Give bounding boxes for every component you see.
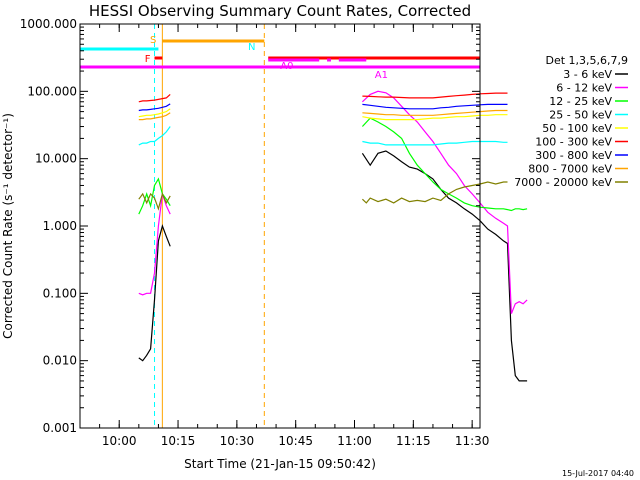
- x-axis: 10:00 10:15 10:30 10:45 11:00 11:15 11:30: [79, 24, 490, 448]
- flag-label-A1: A1: [375, 70, 388, 81]
- series-line-0-0: [138, 224, 171, 362]
- x-tick-label: 11:30: [455, 434, 490, 448]
- legend-entry-0: 3 - 6 keV: [563, 68, 612, 81]
- series-line-7-1: [362, 109, 508, 116]
- series-7: [138, 109, 508, 121]
- legend-entry-6: 300 - 800 keV: [535, 149, 612, 162]
- legend-entry-1: 6 - 12 keV: [556, 82, 612, 95]
- flag-label-N: N: [248, 42, 255, 53]
- y-tick-label: 1.000: [43, 219, 77, 233]
- y-tick-label: 100.000: [27, 84, 77, 98]
- series-line-3-0: [138, 126, 171, 146]
- x-tick-label: 11:15: [396, 434, 431, 448]
- y-axis: 1000.000 100.000 10.000 1.000 0.100 0.010 0.00…: [20, 17, 480, 435]
- series-line-5-1: [362, 92, 508, 99]
- x-tick-label: 10:00: [102, 434, 137, 448]
- y-axis-label: Corrected Count Rate (s⁻¹ detector⁻¹): [1, 113, 15, 339]
- x-tick-label: 10:15: [161, 434, 196, 448]
- series-5: [138, 92, 508, 103]
- chart-title: HESSI Observing Summary Count Rates, Cor…: [89, 2, 471, 20]
- x-axis-label: Start Time (21-Jan-15 09:50:42): [184, 457, 376, 471]
- footer-timestamp: 15-Jul-2017 04:40: [562, 469, 634, 478]
- series-line-7-0: [138, 112, 171, 121]
- series-line-3-1: [362, 140, 508, 146]
- y-tick-label: 0.100: [43, 286, 77, 300]
- series-4: [138, 108, 508, 121]
- series-line-6-1: [362, 103, 508, 110]
- legend-title: Det 1,3,5,6,7,9: [545, 54, 628, 67]
- x-tick-label: 11:00: [337, 434, 372, 448]
- legend-entry-4: 50 - 100 keV: [542, 122, 612, 135]
- series-6: [138, 103, 508, 112]
- flag-label-S: S: [150, 35, 156, 46]
- series-line-2-0: [138, 177, 171, 215]
- series-line-0-1: [361, 150, 528, 382]
- legend-entry-5: 100 - 300 keV: [535, 136, 612, 149]
- series-line-2-1: [361, 117, 528, 212]
- legend-entry-2: 12 - 25 keV: [549, 95, 612, 108]
- series-line-4-0: [138, 108, 171, 118]
- y-tick-label: 10.000: [35, 152, 77, 166]
- series-line-5-0: [138, 93, 171, 103]
- series-line-4-1: [362, 114, 508, 121]
- y-tick-label: 0.010: [43, 354, 77, 368]
- series-3: [138, 126, 508, 146]
- series-line-6-0: [138, 103, 171, 112]
- y-tick-label: 1000.000: [20, 17, 77, 31]
- legend-entry-7: 800 - 7000 keV: [528, 163, 612, 176]
- series-2: [138, 117, 528, 215]
- x-tick-label: 10:45: [278, 434, 313, 448]
- flag-label-F: F: [145, 54, 151, 65]
- series-1: [138, 90, 528, 314]
- series-line-1-0: [138, 193, 171, 296]
- x-tick-label: 10:30: [220, 434, 255, 448]
- series-8: [138, 181, 508, 211]
- plot-frame: [79, 23, 481, 429]
- series-line-1-1: [361, 90, 528, 314]
- legend-entry-8: 7000 - 20000 keV: [514, 176, 612, 189]
- series-line-8-0: [138, 192, 171, 211]
- series-line-8-1: [361, 181, 508, 204]
- plot-area: SNFA0A1: [80, 24, 528, 428]
- series-0: [138, 150, 528, 382]
- legend-entry-3: 25 - 50 keV: [549, 109, 612, 122]
- y-tick-label: 0.001: [43, 421, 77, 435]
